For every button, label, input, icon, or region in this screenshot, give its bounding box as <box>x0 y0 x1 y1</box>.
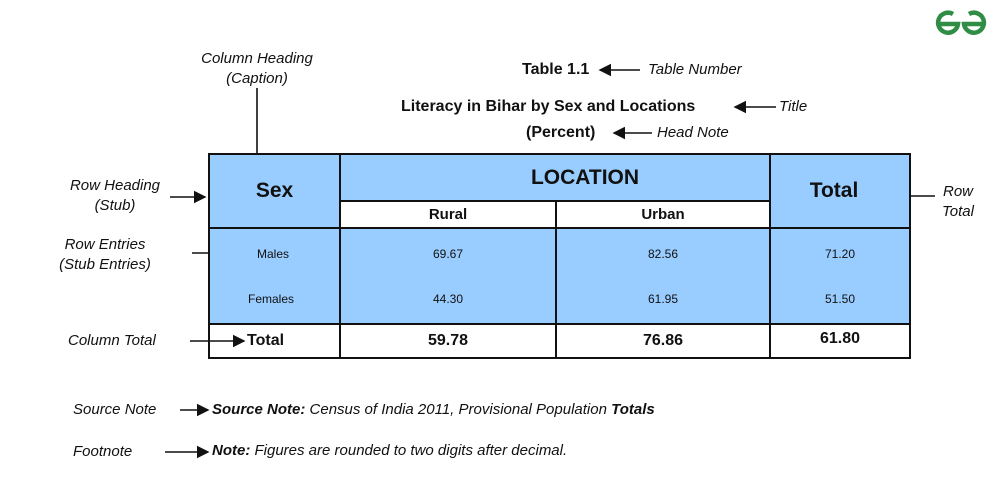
total-values: 71.20 51.50 <box>769 227 911 325</box>
footnote-label: Footnote <box>73 443 133 460</box>
footnote: Note: Figures are rounded to two digits … <box>212 442 568 459</box>
caption-location: LOCATION <box>339 153 771 202</box>
total-header: Total <box>769 153 911 229</box>
urban-values: 82.56 61.95 <box>555 227 771 325</box>
stub-entry-females: Females <box>248 292 295 306</box>
row-entries-label: Row Entries (Stub Entries) <box>59 236 151 273</box>
row-total-label: Row Total <box>942 183 974 220</box>
cell-total-rural: 59.78 <box>339 323 557 359</box>
source-note: Source Note: Census of India 2011, Provi… <box>212 401 655 418</box>
stub-header: Sex <box>208 153 341 229</box>
row-heading-label: Row Heading (Stub) <box>69 177 161 214</box>
total-row-label: Total <box>208 323 341 359</box>
cell-grand-total: 61.80 <box>769 323 911 359</box>
table-number-label: Table Number <box>648 61 742 78</box>
column-heading-label: Column Heading (Caption) <box>201 50 313 87</box>
stub-entries: Males Females <box>208 227 341 325</box>
cell-total-urban: 76.86 <box>555 323 771 359</box>
cell-females-total: 51.50 <box>824 292 856 306</box>
head-note: (Percent) <box>526 124 596 141</box>
cell-females-rural: 44.30 <box>432 292 464 306</box>
table-number: Table 1.1 <box>522 61 590 78</box>
cell-females-urban: 61.95 <box>647 292 679 306</box>
head-note-label: Head Note <box>657 124 729 141</box>
cell-males-total: 71.20 <box>824 247 856 261</box>
column-header-rural: Rural <box>339 200 557 229</box>
statistical-table: Sex LOCATION Rural Urban Total Males Fem… <box>208 153 911 359</box>
title-label: Title <box>779 98 808 115</box>
cell-males-urban: 82.56 <box>647 247 679 261</box>
rural-values: 69.67 44.30 <box>339 227 557 325</box>
table-title: Literacy in Bihar by Sex and Locations <box>401 98 696 115</box>
stub-entry-males: Males <box>257 247 290 261</box>
cell-males-rural: 69.67 <box>432 247 464 261</box>
logo <box>935 10 987 35</box>
column-total-label: Column Total <box>68 332 156 349</box>
column-header-urban: Urban <box>555 200 771 229</box>
source-note-label: Source Note <box>73 401 157 418</box>
